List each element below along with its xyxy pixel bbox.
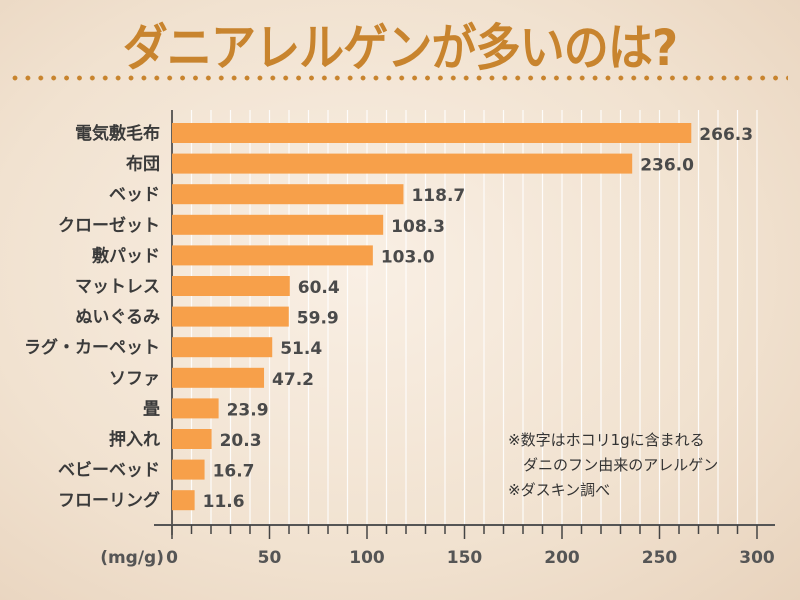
category-label: 畳 bbox=[143, 399, 160, 419]
data-label: 20.3 bbox=[220, 431, 262, 451]
bar bbox=[172, 184, 404, 205]
chart-notes: ※数字はホコリ1gに含まれる ダニのフン由来のアレルゲン ※ダスキン調べ bbox=[508, 428, 718, 503]
note-line: ※数字はホコリ1gに含まれる bbox=[508, 431, 705, 449]
category-label: ベッド bbox=[109, 185, 160, 205]
data-label: 23.9 bbox=[227, 400, 269, 420]
category-label: フローリング bbox=[58, 490, 160, 511]
category-label: ソファ bbox=[109, 369, 160, 389]
category-label: 布団 bbox=[126, 154, 160, 175]
x-axis-unit-label: (mg/g) bbox=[100, 548, 164, 568]
data-label: 16.7 bbox=[213, 462, 255, 482]
chart-title: ダニアレルゲンが多いのは? bbox=[122, 19, 678, 77]
x-tick-label: 300 bbox=[739, 548, 775, 568]
x-tick-label: 250 bbox=[642, 548, 678, 568]
bar bbox=[172, 123, 692, 143]
bar bbox=[172, 490, 195, 511]
category-label: ラグ・カーペット bbox=[24, 337, 160, 358]
bar bbox=[172, 337, 273, 358]
category-label: ぬいぐるみ bbox=[75, 308, 160, 328]
data-label: 266.3 bbox=[699, 125, 753, 145]
category-label: 敷パッド bbox=[92, 245, 160, 266]
x-tick-label: 150 bbox=[447, 548, 483, 568]
bar bbox=[172, 367, 265, 388]
x-tick-label: 200 bbox=[544, 548, 580, 568]
bar bbox=[172, 429, 212, 449]
dotted-divider bbox=[12, 75, 788, 81]
bar bbox=[172, 214, 384, 235]
bar bbox=[172, 276, 290, 296]
category-label: ベビーベッド bbox=[58, 461, 160, 481]
x-tick-label: 0 bbox=[166, 548, 178, 568]
x-tick-label: 100 bbox=[349, 548, 385, 568]
bar bbox=[172, 245, 373, 266]
data-label: 51.4 bbox=[280, 339, 322, 359]
bar bbox=[172, 398, 219, 419]
bar bbox=[172, 153, 633, 174]
data-label: 47.2 bbox=[272, 370, 314, 390]
data-label: 103.0 bbox=[381, 247, 435, 267]
x-tick-label: 50 bbox=[258, 548, 282, 568]
note-line: ダニのフン由来のアレルゲン bbox=[508, 456, 719, 474]
category-label: 電気敷毛布 bbox=[75, 123, 160, 144]
bar bbox=[172, 459, 205, 480]
data-label: 59.9 bbox=[297, 309, 339, 329]
note-line: ※ダスキン調べ bbox=[508, 481, 611, 499]
bar bbox=[172, 306, 289, 327]
data-label: 11.6 bbox=[203, 492, 245, 512]
data-label: 60.4 bbox=[298, 278, 340, 298]
category-label: マットレス bbox=[75, 277, 160, 297]
data-label: 108.3 bbox=[391, 217, 445, 237]
category-label: 押入れ bbox=[109, 429, 160, 450]
category-label: クローゼット bbox=[58, 215, 160, 236]
data-label: 236.0 bbox=[640, 156, 694, 176]
data-label: 118.7 bbox=[411, 186, 465, 206]
